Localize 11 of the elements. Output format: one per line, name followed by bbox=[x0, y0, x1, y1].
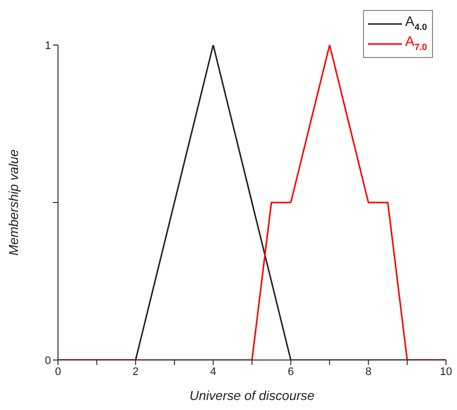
x-tick-label: 2 bbox=[132, 366, 139, 378]
x-tick-label: 4 bbox=[210, 366, 216, 378]
x-tick-label: 0 bbox=[54, 366, 62, 378]
legend-label: A$_{4.0}$ bbox=[405, 13, 427, 32]
x-tick-label: 6 bbox=[288, 366, 294, 378]
x-tick-label: 8 bbox=[365, 366, 372, 378]
legend-label: A$_{7.0}$ bbox=[405, 33, 427, 54]
y-axis-title: Membership value bbox=[6, 149, 21, 256]
x-axis-title: Universe of discourse bbox=[190, 388, 314, 403]
x-tick-label: 10 bbox=[440, 366, 452, 378]
y-tick-label: 1 bbox=[44, 40, 51, 52]
